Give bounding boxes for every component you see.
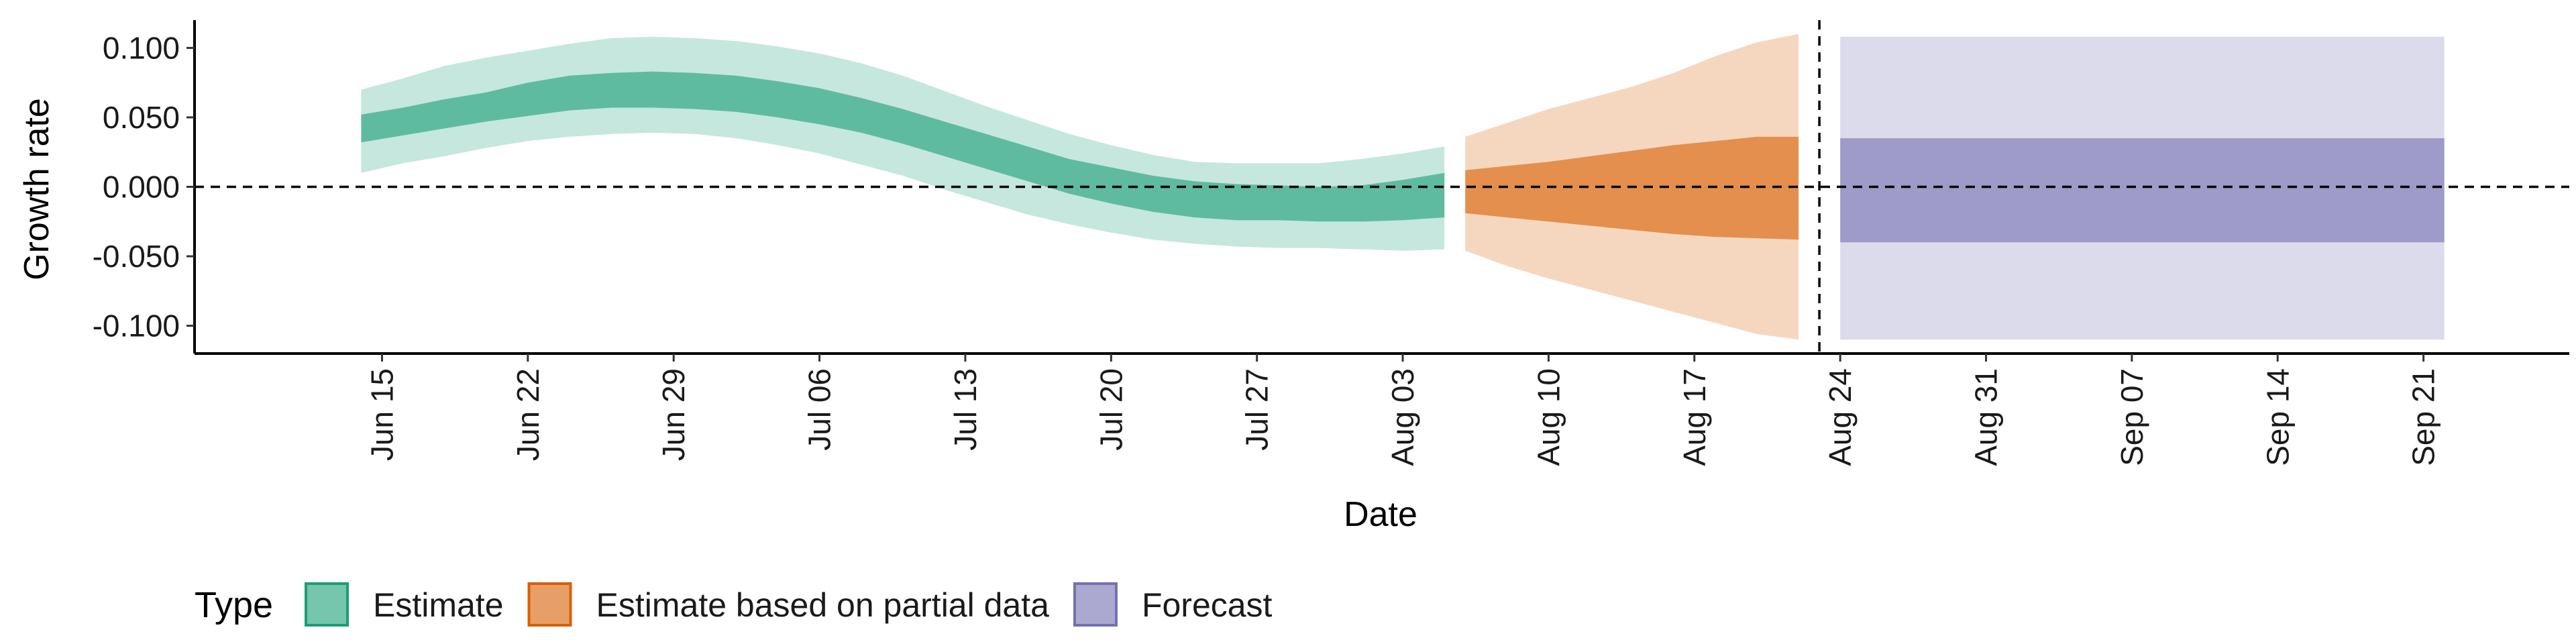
- legend-swatch-1: [527, 582, 572, 627]
- y-tick-label: 0.000: [103, 170, 180, 205]
- x-tick-label: Jul 27: [1240, 368, 1275, 451]
- x-tick-label: Jul 06: [802, 368, 837, 451]
- ribbon-inner-1: [1465, 136, 1799, 240]
- legend-label-0: Estimate: [373, 586, 504, 624]
- x-tick-label: Aug 17: [1677, 368, 1712, 466]
- ribbon-inner-0: [361, 71, 1445, 222]
- x-tick-label: Jun 22: [511, 368, 545, 461]
- ribbon-inner-2: [1840, 138, 2445, 243]
- x-tick-label: Aug 24: [1823, 368, 1858, 466]
- x-axis-title: Date: [1344, 495, 1417, 534]
- legend-swatch-0: [305, 582, 349, 627]
- ribbon-layer: [361, 34, 2445, 340]
- legend-swatch-2: [1073, 582, 1118, 627]
- legend-title: Type: [195, 585, 273, 625]
- legend: Type Estimate Estimate based on partial da…: [195, 582, 1273, 627]
- x-tick-label: Sep 07: [2114, 368, 2149, 466]
- y-axis-title: Growth rate: [17, 98, 56, 280]
- x-tick-label: Aug 03: [1385, 368, 1420, 466]
- reference-lines: [195, 20, 2569, 354]
- axes: 0.100 0.050 0.000 -0.050 -0.100 Jun 15 Jun 22 J…: [93, 20, 2569, 466]
- x-tick-label: Sep 21: [2406, 368, 2441, 466]
- x-tick-label: Jun 15: [365, 368, 400, 461]
- y-tick-label: -0.100: [93, 309, 180, 343]
- x-tick-label: Jul 20: [1093, 368, 1128, 451]
- x-tick-label: Jun 29: [656, 368, 691, 461]
- x-tick-label: Aug 10: [1531, 368, 1566, 466]
- y-tick-label: -0.050: [93, 239, 180, 274]
- y-tick-label: 0.050: [103, 100, 180, 135]
- y-tick-label: 0.100: [103, 30, 180, 65]
- x-tick-label: Aug 31: [1969, 368, 2004, 466]
- x-tick-label: Jul 13: [948, 368, 983, 451]
- legend-label-1: Estimate based on partial data: [596, 586, 1050, 624]
- x-tick-label: Sep 14: [2260, 368, 2295, 466]
- legend-label-2: Forecast: [1142, 586, 1273, 624]
